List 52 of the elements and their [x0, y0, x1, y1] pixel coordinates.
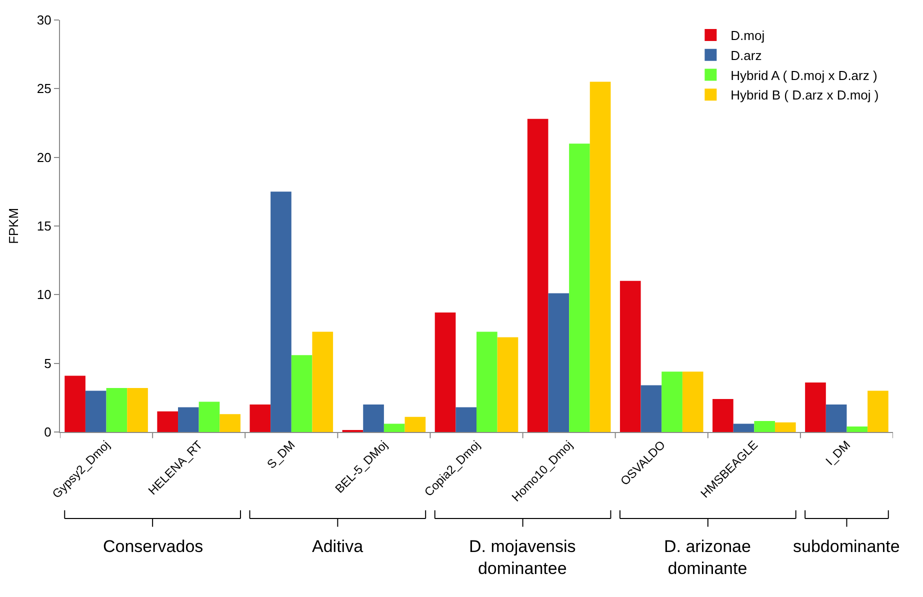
y-tick-label: 20 — [36, 150, 52, 165]
y-tick-label: 30 — [36, 12, 52, 28]
bar — [220, 414, 240, 432]
bar — [312, 332, 334, 432]
bar — [363, 404, 384, 432]
bar — [64, 376, 86, 432]
bar — [527, 118, 548, 432]
bar — [497, 337, 518, 432]
bar — [569, 144, 590, 432]
bar — [85, 390, 106, 432]
y-tick-label: 15 — [36, 218, 52, 234]
bar — [434, 312, 456, 432]
bar — [157, 411, 178, 432]
bar — [620, 280, 641, 432]
y-tick-label: 25 — [36, 81, 52, 96]
bar — [590, 82, 611, 432]
legend-label: D.moj — [730, 28, 765, 44]
bar — [270, 192, 292, 432]
bar — [291, 355, 312, 432]
bar — [868, 390, 888, 432]
text: D. arizonae dominante — [664, 537, 751, 578]
text: Aditiva — [312, 537, 364, 556]
bar — [754, 421, 775, 432]
bar — [805, 382, 826, 432]
bar — [712, 399, 734, 432]
bar — [682, 372, 704, 432]
bar — [548, 293, 570, 432]
bar — [826, 404, 847, 432]
text: subdominante — [793, 537, 900, 556]
bar — [733, 424, 754, 432]
bar — [774, 422, 796, 432]
bar — [846, 426, 868, 432]
y-tick-label: 10 — [36, 287, 52, 302]
bar — [384, 424, 405, 432]
bar — [456, 407, 476, 432]
bar — [106, 388, 128, 432]
legend-label: Hybrid A ( D.moj x D.arz ) — [730, 68, 878, 83]
bar — [640, 385, 662, 432]
bar — [178, 407, 199, 432]
y-tick-label: 5 — [44, 356, 52, 371]
bar — [198, 402, 220, 432]
legend-label: Hybrid B ( D.arz x D.moj ) — [730, 88, 879, 103]
legend-label: D.arz — [730, 48, 762, 63]
bar — [127, 388, 148, 432]
bar — [404, 416, 426, 432]
bar — [250, 404, 271, 432]
y-tick-label: 0 — [44, 424, 52, 440]
bar — [662, 372, 682, 432]
y-axis-title: FPKM — [6, 208, 21, 244]
bar — [476, 332, 498, 432]
text: Conservados — [103, 537, 204, 556]
text: D. mojavensis dominantee — [469, 537, 576, 578]
